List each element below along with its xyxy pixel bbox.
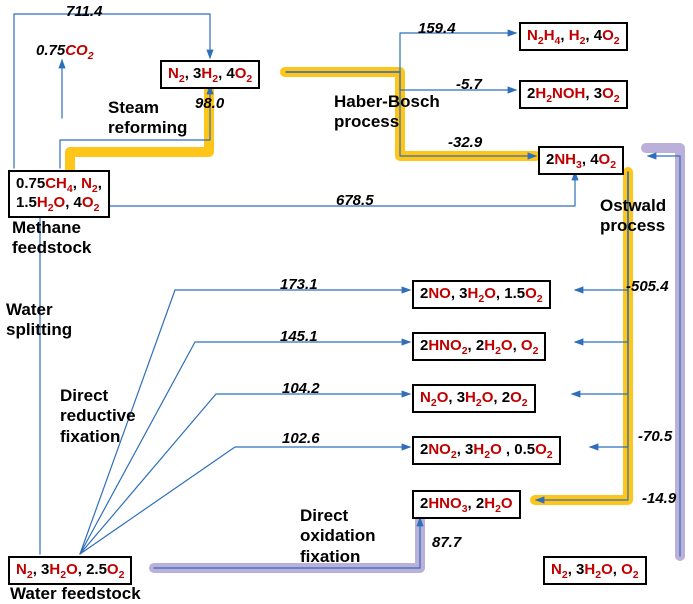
energy-label-e102: 102.6 <box>282 430 320 447</box>
process-label-ostwald: Ostwaldprocess <box>600 196 666 237</box>
species-box-water: N2, 3H2O, 2.5O2 <box>8 556 132 585</box>
energy-label-e678: 678.5 <box>336 192 374 209</box>
species-box-water2: N2, 3H2O, O2 <box>543 556 647 585</box>
energy-label-em14: -14.9 <box>642 490 676 507</box>
species-box-methane: 0.75CH4, N2,1.5H2O, 4O2 <box>8 170 110 218</box>
species-box-h2noh: 2H2NOH, 3O2 <box>519 80 628 109</box>
energy-label-em505: -505.4 <box>626 278 669 295</box>
species-box-hno3: 2HNO3, 2H2O <box>412 490 521 519</box>
process-label-steam_reforming: Steamreforming <box>108 98 187 139</box>
energy-label-e173: 173.1 <box>280 276 318 293</box>
energy-label-e711: 711.4 <box>66 3 102 20</box>
energy-label-e145: 145.1 <box>280 328 318 345</box>
species-box-co2out: 0.75CO2 <box>36 42 94 59</box>
species-box-no: 2NO, 3H2O, 1.5O2 <box>412 280 551 309</box>
species-box-n2h4: N2H4, H2, 4O2 <box>519 22 628 51</box>
process-label-methane_feedstock: Methanefeedstock <box>12 218 91 259</box>
energy-label-em32: -32.9 <box>448 134 482 151</box>
energy-label-em70: -70.5 <box>638 428 672 445</box>
energy-label-e104: 104.2 <box>282 380 320 397</box>
species-box-nh3: 2NH3, 4O2 <box>538 146 624 175</box>
species-box-hno2: 2HNO2, 2H2O, O2 <box>412 332 546 361</box>
species-box-no2: 2NO2, 3H2O , 0.5O2 <box>412 436 561 465</box>
energy-label-e159: 159.4 <box>418 20 456 37</box>
energy-label-em5: -5.7 <box>456 76 482 93</box>
species-box-n2o: N2O, 3H2O, 2O2 <box>412 384 536 413</box>
energy-label-e87: 87.7 <box>432 534 461 551</box>
process-label-water_splitting: Watersplitting <box>6 300 72 341</box>
energy-label-e98: 98.0 <box>195 95 224 112</box>
process-label-direct_oxidation: Directoxidationfixation <box>300 506 376 567</box>
process-label-water_feedstock: Water feedstock <box>10 584 141 604</box>
species-box-n2h2o2: N2, 3H2, 4O2 <box>160 60 260 89</box>
process-label-haber_bosch: Haber-Boschprocess <box>334 92 440 133</box>
process-label-direct_reductive: Directreductivefixation <box>60 386 136 447</box>
